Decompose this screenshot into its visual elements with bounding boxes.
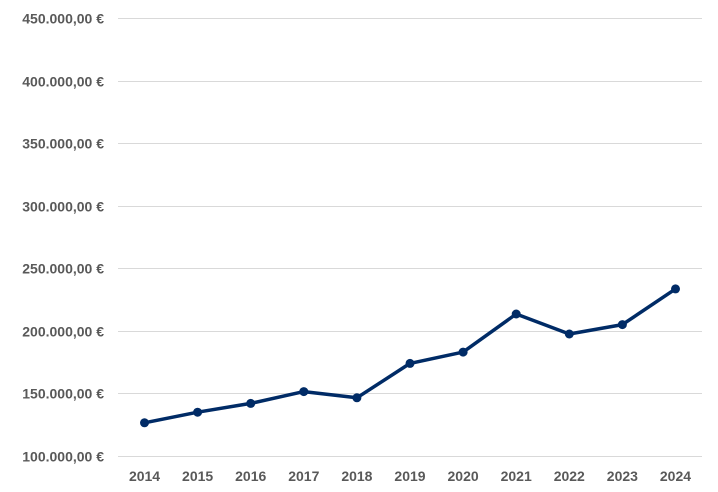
y-tick-label: 100.000,00 € xyxy=(22,449,104,465)
data-point xyxy=(405,358,415,368)
x-tick-label: 2024 xyxy=(660,468,691,484)
x-tick-label: 2017 xyxy=(288,468,319,484)
y-axis-tick-labels: 100.000,00 € 150.000,00 € 200.000,00 € 250.… xyxy=(22,11,104,465)
y-tick-label: 450.000,00 € xyxy=(22,11,104,27)
y-tick-label: 350.000,00 € xyxy=(22,136,104,152)
x-tick-label: 2020 xyxy=(448,468,479,484)
data-point xyxy=(246,398,256,408)
series-markers xyxy=(140,284,680,428)
data-point xyxy=(458,347,468,357)
x-tick-label: 2023 xyxy=(607,468,638,484)
y-tick-label: 250.000,00 € xyxy=(22,261,104,277)
data-point xyxy=(511,309,521,319)
x-tick-label: 2014 xyxy=(129,468,160,484)
x-tick-label: 2021 xyxy=(501,468,532,484)
series-line xyxy=(142,287,678,425)
data-point xyxy=(140,418,149,428)
data-point xyxy=(193,407,203,417)
y-tick-label: 400.000,00 € xyxy=(22,74,104,90)
y-tick-label: 200.000,00 € xyxy=(22,324,104,340)
series-line-0 xyxy=(142,287,678,425)
x-tick-label: 2019 xyxy=(394,468,425,484)
x-axis-tick-labels: 2014 2015 2016 2017 2018 2019 2020 2021 2022 2023… xyxy=(129,468,691,484)
data-point xyxy=(352,393,362,403)
data-point xyxy=(299,387,309,397)
data-point xyxy=(564,329,574,339)
gridlines xyxy=(118,18,702,457)
data-point xyxy=(671,284,680,294)
x-tick-label: 2016 xyxy=(235,468,266,484)
y-tick-label: 150.000,00 € xyxy=(22,386,104,402)
data-point xyxy=(617,320,627,330)
x-tick-label: 2018 xyxy=(341,468,372,484)
y-tick-label: 300.000,00 € xyxy=(22,199,104,215)
x-tick-label: 2015 xyxy=(182,468,213,484)
x-tick-label: 2022 xyxy=(554,468,585,484)
